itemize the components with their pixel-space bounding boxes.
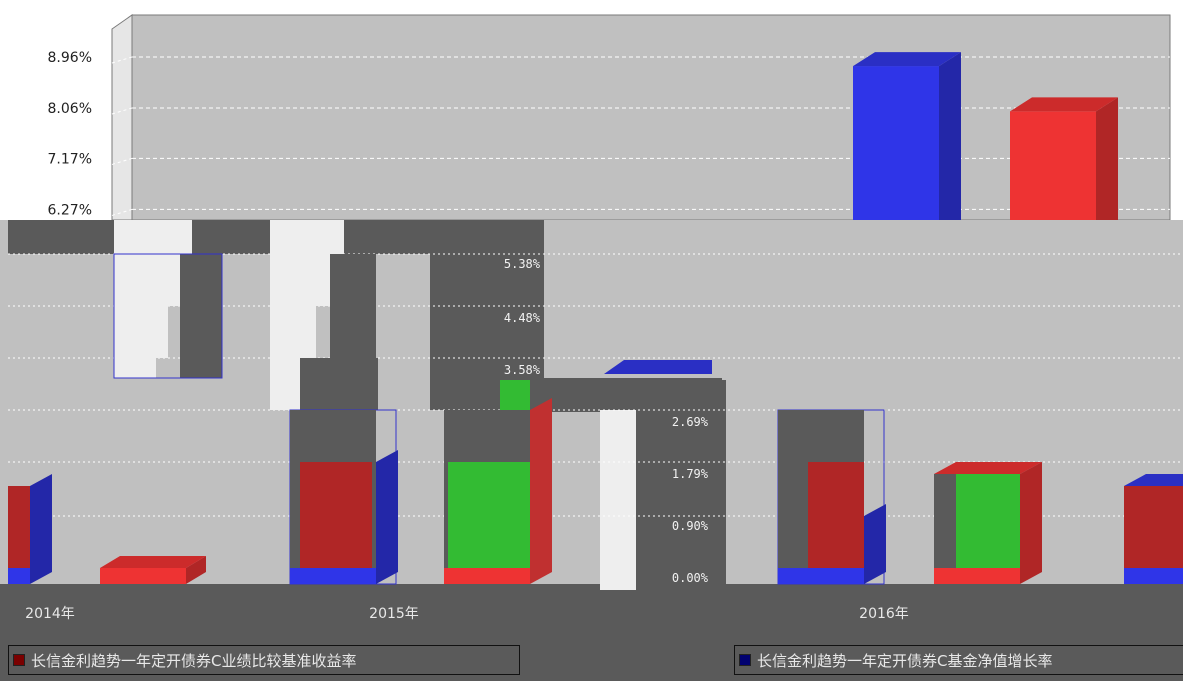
- legend-entry-nav-growth: 长信金利趋势一年定开债券C基金净值增长率: [734, 645, 1183, 675]
- bar-2016-b-side: [1020, 462, 1042, 584]
- legend-swatch-nav-growth: [739, 654, 751, 666]
- glitch-tile: [114, 220, 192, 254]
- x-category-label: 2014年: [25, 606, 75, 622]
- glitch-tile: [270, 220, 344, 254]
- y-axis-ticks: 8.96% 8.06% 7.17% 6.27%: [48, 50, 92, 218]
- bar-upper-front: [853, 66, 939, 220]
- bar-upper-top: [853, 52, 961, 67]
- bar-2014-a-base: [8, 568, 30, 584]
- bar-2016-a-side: [864, 504, 886, 584]
- bar-2014-a-side: [30, 474, 52, 584]
- y-tick-label: 8.96%: [48, 50, 92, 66]
- bar-2015-b-side: [530, 398, 552, 584]
- legend-label-nav-growth: 长信金利趋势一年定开债券C基金净值增长率: [757, 651, 1053, 670]
- glitch-tile: [114, 254, 180, 306]
- glitch-block: [636, 378, 722, 590]
- bar-2016-a-red: [808, 462, 864, 572]
- glitch-outline: [113, 253, 223, 379]
- bar-upper-front: [1010, 111, 1096, 220]
- y-tick-label: 8.06%: [48, 101, 92, 117]
- bar-2015-b-top: [500, 380, 530, 410]
- bar-2016-c-base: [1124, 568, 1183, 584]
- bar-2014-b: [100, 556, 206, 584]
- bar-2014-b-side: [186, 556, 206, 584]
- bar-upper-side: [939, 52, 961, 220]
- glitch-tile: [114, 358, 156, 378]
- bar-2016-b-base: [934, 568, 1020, 584]
- y-tick-label-ghost: 4.48%: [504, 311, 541, 325]
- y-tick-label-ghost: 2.69%: [672, 415, 709, 429]
- bar-2014-b-top: [100, 556, 206, 568]
- x-axis-band: [0, 584, 1183, 642]
- y-tick-label-ghost: 0.00%: [672, 571, 709, 585]
- glitch-block: [540, 378, 636, 412]
- bar-2016-c: [1124, 486, 1183, 584]
- bar-2014-b-front: [100, 568, 186, 584]
- legend-swatch-benchmark: [13, 654, 25, 666]
- x-category-label: 2015年: [369, 606, 419, 622]
- glitch-tile: [270, 254, 330, 306]
- bar-2016-b-top: [934, 462, 1042, 474]
- x-category-label: 2016年: [859, 606, 909, 622]
- x-axis-category-labels: 2014年 2015年 2016年: [25, 606, 909, 622]
- bar-2015-b-green: [448, 462, 530, 572]
- glitch-block: [600, 410, 636, 590]
- legend-entry-benchmark: 长信金利趋势一年定开债券C业绩比较基准收益率: [8, 645, 520, 675]
- plot-side-wall: [111, 14, 133, 221]
- glitch-stripe: [180, 254, 222, 378]
- glitch-tile: [270, 306, 316, 358]
- bar-upper-side: [1096, 97, 1118, 220]
- glitch-tile: [114, 306, 168, 358]
- y-tick-label-ghost: 0.90%: [672, 519, 709, 533]
- y-tick-label: 6.27%: [48, 202, 92, 218]
- glitch-cap: [604, 360, 712, 374]
- bar-2015-a-side: [376, 450, 398, 584]
- bar-2016-c-top: [1124, 474, 1183, 486]
- bar-2015-a-base: [290, 568, 376, 584]
- glitch-tile: [270, 358, 300, 410]
- glitch-layer: [0, 220, 1183, 642]
- y-tick-label-ghost: 5.38%: [504, 257, 541, 271]
- bar-upper-top: [1010, 97, 1118, 112]
- upper-bars: [853, 52, 1118, 220]
- bar-2016-b-green: [956, 474, 1020, 568]
- legend: 长信金利趋势一年定开债券C业绩比较基准收益率 长信金利趋势一年定开债券C基金净值…: [0, 642, 1183, 681]
- glitch-stripe: [300, 358, 378, 410]
- legend-label-benchmark: 长信金利趋势一年定开债券C业绩比较基准收益率: [31, 651, 357, 670]
- glitch-block: [716, 380, 726, 590]
- bar-2016-a-base: [778, 568, 864, 584]
- bar-2015-b-base: [444, 568, 530, 584]
- y-tick-label: 7.17%: [48, 151, 92, 167]
- y-tick-label-ghost: 1.79%: [672, 467, 709, 481]
- bar-2015-a-red: [300, 462, 372, 572]
- y-axis-ticks-ghost: 5.38% 4.48% 3.58% 2.69% 1.79% 0.90% 0.00%: [504, 257, 709, 585]
- y-tick-label-ghost: 3.58%: [504, 363, 541, 377]
- bar-2014-a: [8, 486, 30, 584]
